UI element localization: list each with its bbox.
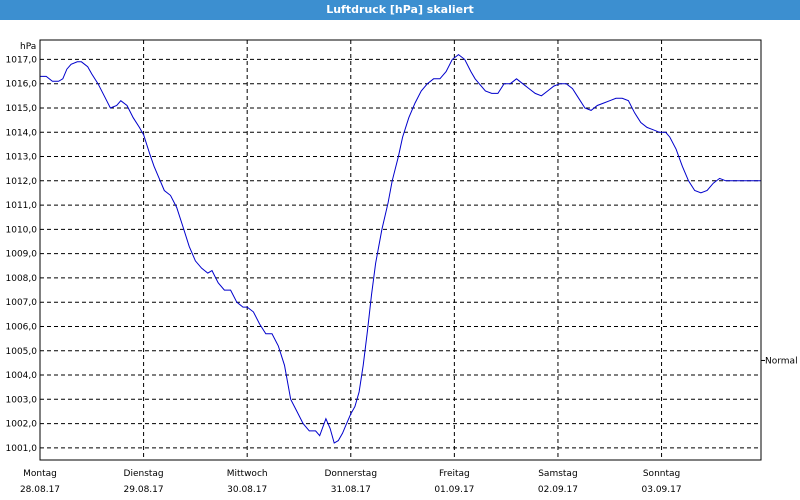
- x-tick-date: 31.08.17: [331, 485, 371, 495]
- x-tick-date: 03.09.17: [642, 485, 682, 495]
- x-tick-date: 30.08.17: [227, 485, 267, 495]
- y-tick-label: 1004,0: [6, 371, 38, 381]
- y-tick-label: 1001,0: [6, 444, 38, 454]
- x-tick-date: 02.09.17: [538, 485, 578, 495]
- x-tick-weekday: Donnerstag: [325, 469, 378, 479]
- x-tick-weekday: Freitag: [439, 469, 470, 479]
- y-tick-label: 1011,0: [6, 201, 38, 211]
- x-tick-date: 29.08.17: [124, 485, 164, 495]
- y-tick-label: 1009,0: [6, 250, 38, 260]
- plot-frame: [39, 39, 762, 461]
- y-tick-labels: 1001,0 1002,0 1003,0 1004,0 1005,0 1006,0 1007…: [6, 55, 38, 453]
- y-tick-label: 1007,0: [6, 298, 38, 308]
- x-tick-date: 28.08.17: [20, 485, 60, 495]
- y-tick-label: 1005,0: [6, 347, 38, 357]
- y-tick-label: 1010,0: [6, 225, 38, 235]
- reference-line-group: Normal: [761, 356, 798, 366]
- x-tick-date: 01.09.17: [434, 485, 474, 495]
- y-tick-label: 1003,0: [6, 395, 38, 405]
- y-tick-label: 1017,0: [6, 55, 38, 65]
- x-tick-weekday: Sonntag: [643, 469, 680, 479]
- y-tick-label: 1012,0: [6, 177, 38, 187]
- chart-title: Luftdruck [hPa] skaliert: [0, 0, 800, 20]
- y-tick-label: 1015,0: [6, 104, 38, 114]
- x-tick-weekday: Mittwoch: [227, 469, 268, 479]
- y-tick-label: 1016,0: [6, 80, 38, 90]
- grid-layer: [40, 40, 761, 460]
- reference-label: Normal: [765, 356, 798, 366]
- y-tick-label: 1002,0: [6, 420, 38, 430]
- y-tick-label: 1006,0: [6, 322, 38, 332]
- x-tick-weekday: Montag: [23, 469, 57, 479]
- x-tick-labels: Montag 28.08.17 Dienstag 29.08.17 Mittwoch 30…: [20, 469, 682, 495]
- y-tick-label: 1008,0: [6, 274, 38, 284]
- y-tick-label: 1014,0: [6, 128, 38, 138]
- x-tick-weekday: Dienstag: [124, 469, 164, 479]
- y-axis-label: hPa: [20, 42, 36, 52]
- series-line-luftdruck: [40, 53, 761, 444]
- series-layer: [40, 53, 761, 444]
- x-tick-weekday: Samstag: [538, 469, 577, 479]
- y-tick-label: 1013,0: [6, 153, 38, 163]
